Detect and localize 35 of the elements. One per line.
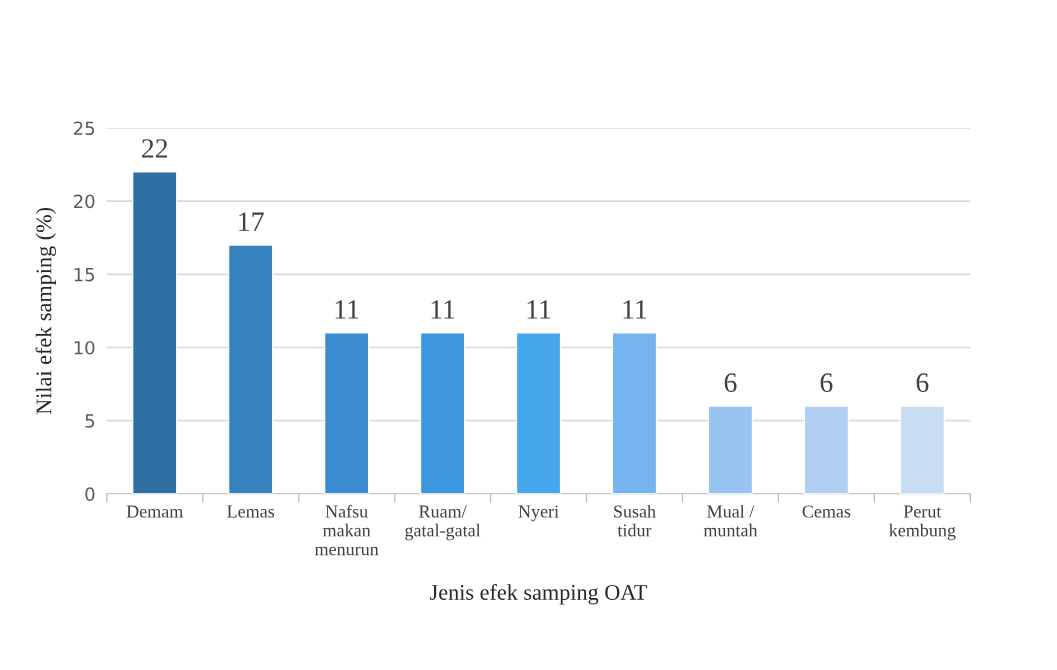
x-tick-label: Ruam/ gatal-gatal: [405, 505, 481, 541]
bar: [515, 332, 562, 494]
data-label: 11: [623, 300, 647, 319]
y-tick-label: 5: [85, 414, 95, 428]
data-label: 17: [239, 212, 264, 231]
x-tick-label: Mual / muntah: [703, 504, 758, 537]
bar: [419, 332, 466, 494]
bar: [611, 332, 658, 494]
y-axis-title: Nilai efek samping (%): [35, 207, 56, 415]
y-tick-label: 0: [85, 487, 95, 501]
x-tick-label: Susah tidur: [614, 504, 656, 537]
bar: [323, 332, 370, 494]
data-label: 22: [142, 139, 168, 158]
data-label: 11: [527, 300, 551, 319]
bar: [227, 244, 274, 494]
y-tick-label: 10: [74, 340, 95, 355]
x-tick-label: Perut kembung: [889, 505, 956, 541]
bar: [131, 171, 178, 494]
x-tick-label: Demam: [126, 505, 184, 518]
data-label: 11: [335, 300, 359, 319]
x-tick-label: Nyeri: [518, 505, 559, 522]
x-tick-label: Nafsu makan menurun: [314, 504, 379, 556]
bar: [707, 405, 754, 494]
y-tick-label: 25: [73, 121, 95, 136]
y-tick-label: 20: [73, 194, 95, 209]
data-label: 6: [820, 373, 833, 393]
x-tick-label: Lemas: [227, 505, 275, 518]
bar: [803, 405, 850, 494]
data-label: 11: [431, 300, 455, 319]
x-axis-title: Jenis efek samping OAT: [430, 584, 648, 605]
bar: [899, 405, 946, 494]
x-tick-label: Cemas: [802, 505, 851, 518]
data-label: 6: [724, 373, 737, 393]
y-tick-label: 15: [74, 267, 95, 282]
data-label: 6: [916, 373, 929, 393]
